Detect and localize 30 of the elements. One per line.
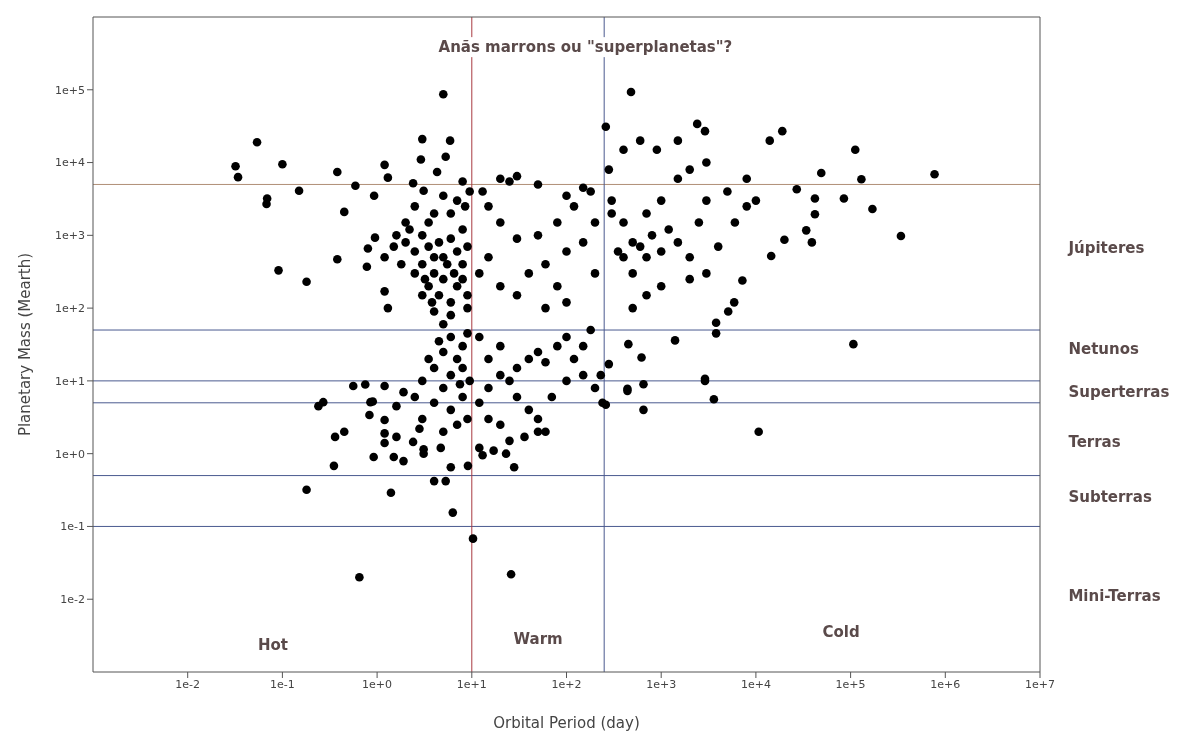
annotation: Anãs marrons ou "superplanetas"?: [438, 37, 733, 56]
y-tick-label: 1e-2: [60, 593, 85, 607]
y-tick-label: 1e-1: [60, 520, 85, 534]
text: Júpiteres: [1067, 238, 1145, 257]
y-tick-label: 1e+0: [55, 447, 85, 461]
x-tick-label: 1e+1: [456, 677, 487, 691]
y-tick-label: 1e+2: [55, 302, 85, 316]
x-tick-label: 1e-1: [270, 677, 295, 691]
y-tick-label: 1e+5: [55, 83, 85, 97]
text: Mini-Terras: [1068, 587, 1161, 606]
y-tick-label: 1e+1: [55, 374, 85, 388]
x-tick-label: 1e-2: [175, 677, 201, 691]
x-tick-label: 1e+6: [930, 677, 961, 691]
annotation: Hot: [257, 636, 288, 655]
x-axis-title: Orbital Period (day): [493, 714, 640, 732]
text: Superterras: [1068, 382, 1170, 401]
x-tick-label: 1e+3: [646, 677, 677, 691]
x-tick-label: 1e+4: [740, 677, 771, 691]
text: Terras: [1068, 432, 1121, 451]
y-axis-title: Planetary Mass (Mearth): [16, 252, 35, 437]
x-tick-label: 1e+2: [551, 677, 582, 691]
annotation: Warm: [513, 629, 563, 648]
x-tick-label: 1e+7: [1025, 677, 1055, 691]
text: Subterras: [1068, 488, 1152, 507]
x-tick-label: 1e+0: [362, 677, 393, 691]
annotation: Cold: [822, 623, 860, 642]
y-tick-label: 1e+4: [55, 156, 85, 170]
text: Netunos: [1068, 340, 1139, 359]
y-tick-label: 1e+3: [55, 229, 85, 243]
x-tick-label: 1e+5: [835, 677, 866, 691]
